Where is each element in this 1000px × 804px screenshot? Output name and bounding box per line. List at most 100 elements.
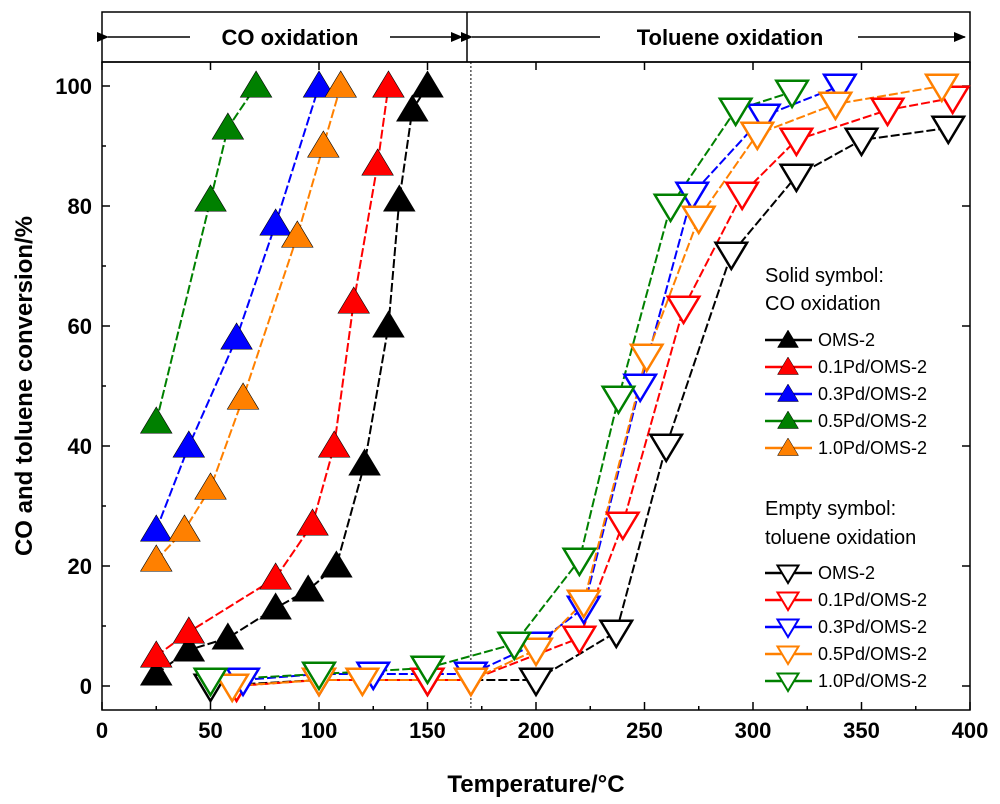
x-tick-label: 350 — [843, 718, 880, 743]
co-data-point — [372, 310, 405, 338]
y-tick-label: 20 — [68, 554, 92, 579]
legend-toluene-marker — [775, 618, 801, 639]
co-series-line — [155, 85, 320, 531]
toluene-data-point — [628, 343, 665, 374]
legend-empty-heading-line1: Empty symbol: — [765, 498, 896, 520]
toluene-data-point — [652, 193, 689, 224]
co-data-point — [396, 94, 429, 122]
toluene-data-point — [518, 637, 554, 668]
toluene-data-point — [713, 241, 750, 272]
y-tick-label: 40 — [68, 434, 92, 459]
legend-co-label: 0.3Pd/OMS-2 — [818, 384, 927, 404]
co-data-point — [172, 430, 206, 458]
toluene-data-point — [301, 661, 337, 692]
co-data-point — [291, 574, 325, 602]
co-data-point — [194, 184, 227, 212]
legend-solid-heading-line2: CO oxidation — [765, 293, 881, 315]
y-tick-label: 60 — [68, 314, 92, 339]
co-data-point — [194, 472, 227, 500]
legend-co-label: 0.5Pd/OMS-2 — [818, 411, 927, 431]
co-data-point — [139, 658, 173, 686]
co-data-point — [168, 514, 201, 542]
y-tick-label: 100 — [55, 74, 92, 99]
legend-toluene-label: 1.0Pd/OMS-2 — [818, 671, 927, 691]
legend-toluene-label: 0.1Pd/OMS-2 — [818, 590, 927, 610]
toluene-data-point — [561, 625, 598, 656]
toluene-data-point — [344, 667, 381, 698]
co-data-point — [139, 640, 173, 668]
legend-co-marker — [777, 437, 799, 456]
toluene-data-point — [565, 589, 602, 620]
toluene-series-line — [242, 85, 841, 681]
x-tick-label: 150 — [409, 718, 446, 743]
legend-toluene-label: OMS-2 — [818, 563, 875, 583]
co-data-point — [296, 508, 329, 536]
co-oxidation-label: CO oxidation — [222, 25, 359, 50]
legend-co-marker — [777, 410, 799, 429]
x-tick-label: 0 — [96, 718, 108, 743]
x-tick-label: 50 — [198, 718, 222, 743]
x-tick-label: 200 — [518, 718, 555, 743]
toluene-data-point — [452, 667, 489, 698]
legend: Solid symbol: CO oxidation OMS-2 0.1Pd/OM… — [765, 265, 927, 693]
co-data-point — [139, 544, 173, 572]
toluene-data-point — [214, 673, 251, 704]
toluene-data-point — [496, 631, 533, 662]
legend-toluene-label: 0.3Pd/OMS-2 — [818, 617, 927, 637]
toluene-data-point — [778, 127, 815, 158]
toluene-data-point — [745, 103, 782, 134]
legend-toluene-marker — [775, 672, 801, 693]
toluene-data-point — [717, 97, 754, 128]
co-data-point — [211, 112, 245, 140]
toluene-data-point — [598, 619, 635, 650]
x-tick-label: 100 — [301, 718, 338, 743]
legend-toluene-label: 0.5Pd/OMS-2 — [818, 644, 927, 664]
toluene-series-markers — [192, 73, 971, 704]
co-data-point — [361, 148, 394, 176]
toluene-data-point — [604, 511, 641, 542]
axis-ticks: 0 50 100 150 200 250 300 350 400 0 20 40 60 80 100 — [55, 62, 988, 743]
legend-solid-heading-line1: Solid symbol: — [765, 265, 884, 287]
legend-co-marker — [777, 383, 799, 402]
y-tick-label: 0 — [80, 674, 92, 699]
co-data-point — [239, 70, 273, 98]
co-series-line — [155, 85, 390, 657]
toluene-oxidation-label: Toluene oxidation — [637, 25, 824, 50]
co-data-point — [139, 406, 173, 434]
co-data-point — [307, 130, 340, 158]
toluene-data-point — [843, 127, 880, 158]
x-tick-label: 400 — [952, 718, 989, 743]
co-data-point — [337, 286, 370, 314]
co-data-point — [302, 70, 336, 98]
toluene-data-point — [739, 121, 776, 152]
co-data-point — [411, 70, 444, 98]
co-data-point — [259, 208, 292, 236]
legend-co-marker — [777, 329, 799, 348]
toluene-data-point — [561, 547, 598, 578]
legend-co-label: 0.1Pd/OMS-2 — [818, 357, 927, 377]
toluene-data-point — [724, 181, 761, 212]
co-data-point — [348, 448, 381, 476]
toluene-data-point — [409, 655, 446, 686]
co-data-point — [139, 514, 173, 542]
toluene-data-point — [192, 667, 229, 698]
x-tick-label: 250 — [626, 718, 663, 743]
co-data-point — [324, 70, 357, 98]
co-series-markers — [139, 70, 444, 686]
co-data-point — [259, 592, 292, 620]
toluene-data-point — [821, 73, 858, 104]
co-data-point — [317, 430, 351, 458]
legend-co-label: OMS-2 — [818, 330, 875, 350]
toluene-data-point — [665, 295, 702, 326]
toluene-data-point — [774, 79, 811, 110]
toluene-data-point — [923, 73, 960, 104]
y-tick-label: 80 — [68, 194, 92, 219]
legend-empty-heading-line2: toluene oxidation — [765, 527, 916, 549]
x-tick-label: 300 — [735, 718, 772, 743]
legend-toluene-marker — [775, 645, 801, 666]
co-data-point — [372, 70, 405, 98]
co-data-point — [226, 382, 260, 410]
toluene-data-point — [518, 667, 554, 698]
co-data-point — [383, 184, 416, 212]
